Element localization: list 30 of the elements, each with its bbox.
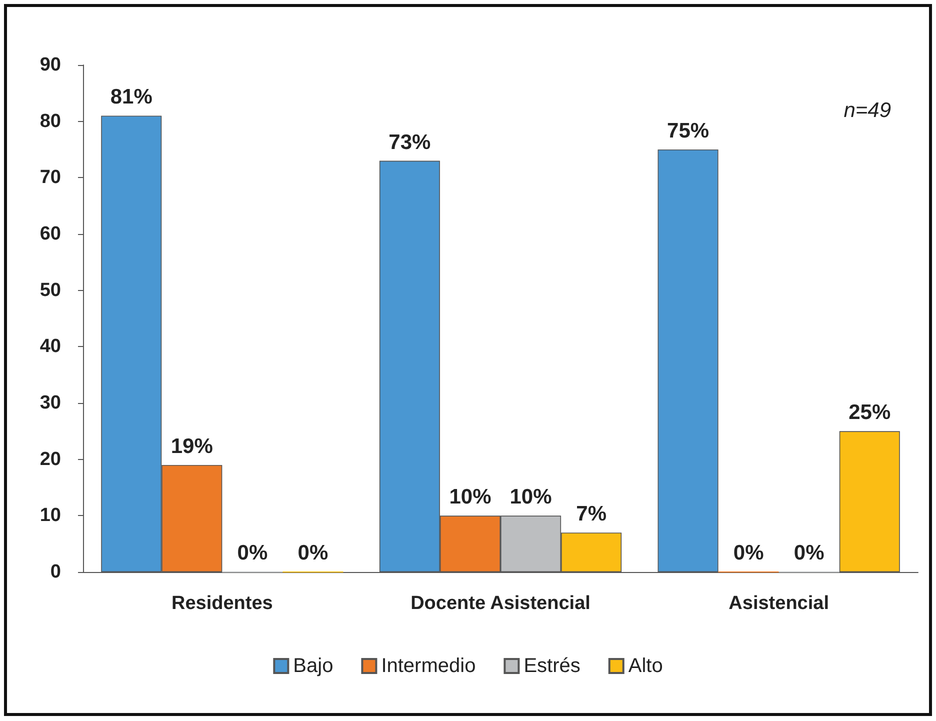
data-label: 0% — [298, 542, 328, 564]
legend-label: Bajo — [293, 655, 334, 677]
data-label: 81% — [110, 86, 153, 109]
data-label: 0% — [794, 542, 825, 564]
y-tick-label: 40 — [40, 336, 61, 358]
data-label: 73% — [388, 130, 432, 154]
legend-label: Intermedio — [381, 655, 476, 677]
x-tick-label: Asistencial — [728, 593, 829, 614]
annotation: n=49 — [844, 99, 892, 122]
data-label: 10% — [449, 486, 492, 509]
y-tick-label: 20 — [40, 448, 61, 470]
y-tick-label: 10 — [40, 505, 61, 526]
data-label: 10% — [510, 486, 552, 509]
y-tick-label: 50 — [40, 280, 61, 301]
data-label: 7% — [576, 502, 607, 526]
x-tick-label: Docente Asistencial — [410, 593, 590, 614]
data-label: 75% — [667, 120, 710, 142]
data-label: 25% — [848, 401, 891, 424]
y-tick-label: 70 — [40, 167, 61, 188]
data-label: 0% — [733, 542, 764, 564]
y-tick-label: 90 — [40, 54, 61, 76]
data-label: 19% — [170, 434, 214, 458]
y-tick-label: 30 — [40, 392, 61, 414]
data-label: 0% — [237, 542, 268, 564]
legend-label: Alto — [628, 655, 663, 677]
legend-label: Estrés — [524, 655, 580, 677]
x-tick-label: Residentes — [171, 593, 273, 614]
y-tick-label: 0 — [50, 562, 61, 582]
y-tick-label: 80 — [40, 110, 61, 132]
y-tick-label: 60 — [40, 224, 61, 244]
